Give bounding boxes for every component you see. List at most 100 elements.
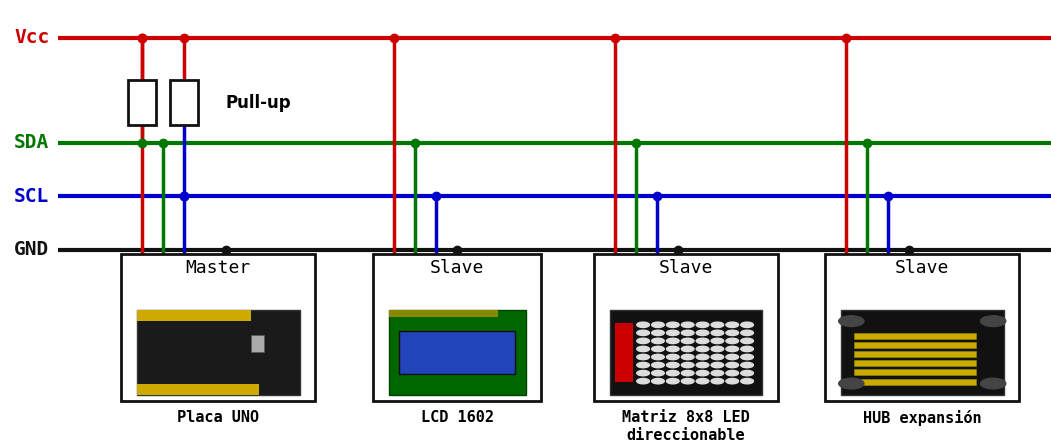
Bar: [121, 254, 315, 401]
Circle shape: [652, 362, 664, 368]
Bar: [137, 310, 300, 395]
Circle shape: [666, 354, 679, 359]
Bar: [615, 323, 633, 382]
Circle shape: [696, 354, 708, 359]
Circle shape: [712, 354, 724, 359]
Circle shape: [726, 338, 739, 343]
Circle shape: [666, 371, 679, 376]
Circle shape: [681, 371, 694, 376]
Circle shape: [666, 338, 679, 343]
Circle shape: [681, 338, 694, 343]
Bar: [853, 379, 976, 384]
Bar: [128, 80, 157, 125]
Circle shape: [696, 330, 708, 335]
Circle shape: [741, 322, 754, 327]
Bar: [594, 254, 778, 401]
Circle shape: [637, 346, 650, 351]
Circle shape: [712, 338, 724, 343]
Circle shape: [741, 354, 754, 359]
Circle shape: [637, 322, 650, 327]
Circle shape: [681, 346, 694, 351]
Bar: [853, 369, 976, 376]
Circle shape: [681, 362, 694, 368]
Bar: [169, 80, 198, 125]
Circle shape: [712, 371, 724, 376]
Text: Master: Master: [185, 259, 251, 277]
Text: HUB expansión: HUB expansión: [863, 410, 982, 426]
Text: Matriz 8x8 LED
direccionable: Matriz 8x8 LED direccionable: [622, 410, 749, 443]
Circle shape: [681, 354, 694, 359]
Circle shape: [637, 362, 650, 368]
Circle shape: [696, 322, 708, 327]
Text: GND: GND: [14, 240, 49, 259]
Circle shape: [652, 346, 664, 351]
Text: LCD 1602: LCD 1602: [420, 410, 494, 425]
Circle shape: [839, 316, 864, 326]
Circle shape: [726, 346, 739, 351]
Circle shape: [696, 338, 708, 343]
Circle shape: [741, 338, 754, 343]
Bar: [853, 333, 976, 339]
Circle shape: [637, 330, 650, 335]
Circle shape: [681, 330, 694, 335]
Circle shape: [712, 346, 724, 351]
Bar: [853, 342, 976, 348]
Bar: [841, 310, 1004, 395]
Bar: [251, 335, 264, 352]
Bar: [137, 384, 259, 395]
Circle shape: [666, 322, 679, 327]
Circle shape: [652, 379, 664, 384]
Text: Slave: Slave: [895, 259, 949, 277]
Circle shape: [981, 316, 1006, 326]
Bar: [853, 351, 976, 357]
Bar: [825, 254, 1019, 401]
Bar: [610, 310, 762, 395]
Circle shape: [696, 371, 708, 376]
Circle shape: [666, 362, 679, 368]
Circle shape: [741, 362, 754, 368]
Circle shape: [726, 362, 739, 368]
Circle shape: [981, 378, 1006, 389]
Circle shape: [726, 371, 739, 376]
Circle shape: [712, 322, 724, 327]
Bar: [137, 310, 251, 321]
Circle shape: [666, 330, 679, 335]
Bar: [389, 310, 526, 395]
Circle shape: [652, 371, 664, 376]
Circle shape: [652, 354, 664, 359]
Circle shape: [666, 379, 679, 384]
Text: Slave: Slave: [430, 259, 485, 277]
Circle shape: [696, 379, 708, 384]
Circle shape: [712, 379, 724, 384]
Text: SCL: SCL: [14, 187, 49, 206]
Circle shape: [712, 362, 724, 368]
Circle shape: [666, 346, 679, 351]
Bar: [389, 310, 498, 317]
Bar: [373, 254, 541, 401]
Circle shape: [652, 322, 664, 327]
Circle shape: [741, 346, 754, 351]
Circle shape: [637, 354, 650, 359]
Circle shape: [726, 379, 739, 384]
Text: Vcc: Vcc: [14, 29, 49, 47]
Circle shape: [839, 378, 864, 389]
Circle shape: [637, 371, 650, 376]
Circle shape: [696, 346, 708, 351]
Text: SDA: SDA: [14, 133, 49, 152]
Circle shape: [712, 330, 724, 335]
Circle shape: [637, 379, 650, 384]
Circle shape: [696, 362, 708, 368]
Circle shape: [652, 330, 664, 335]
Bar: [853, 360, 976, 366]
Circle shape: [726, 322, 739, 327]
Circle shape: [637, 338, 650, 343]
Circle shape: [681, 379, 694, 384]
Circle shape: [726, 330, 739, 335]
Text: Pull-up: Pull-up: [226, 94, 291, 112]
Text: Slave: Slave: [659, 259, 713, 277]
Bar: [399, 331, 515, 374]
Text: Placa UNO: Placa UNO: [177, 410, 260, 425]
Circle shape: [652, 338, 664, 343]
Circle shape: [681, 322, 694, 327]
Circle shape: [741, 379, 754, 384]
